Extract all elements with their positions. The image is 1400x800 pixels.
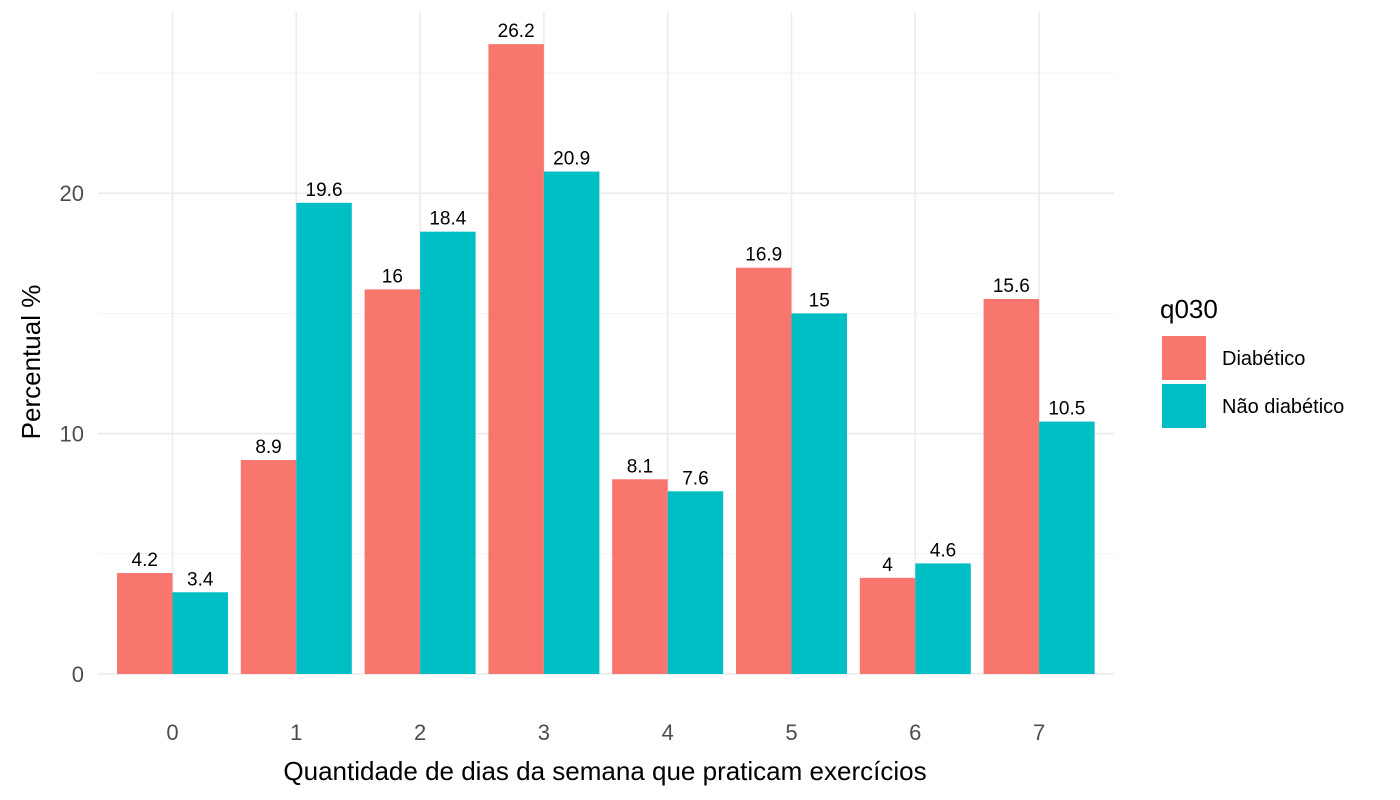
y-tick-label: 0 [72, 662, 84, 687]
bar-nao-diabetico-5 [791, 313, 847, 674]
bar-diabetico-5 [736, 267, 792, 674]
bar-nao-diabetico-3 [543, 171, 600, 674]
bar-nao-diabetico-6 [915, 563, 971, 674]
bar-diabetico-3 [488, 44, 544, 675]
x-tick-label: 0 [166, 720, 178, 745]
y-tick-label: 20 [60, 181, 84, 206]
legend-swatch [1162, 336, 1206, 380]
bar-diabetico-2 [364, 289, 421, 674]
bar-diabetico-1 [240, 460, 297, 674]
data-label: 15 [809, 290, 830, 311]
x-tick-label: 6 [909, 720, 921, 745]
data-label: 19.6 [306, 180, 343, 201]
bar-diabetico-7 [983, 298, 1040, 674]
data-label: 20.9 [553, 149, 590, 170]
bar-diabetico-4 [612, 479, 668, 674]
x-tick-label: 3 [538, 720, 550, 745]
y-axis-ticks: 0 10 20 [60, 181, 84, 687]
bar-nao-diabetico-4 [667, 491, 724, 674]
data-label: 15.6 [993, 276, 1030, 297]
data-label: 3.4 [187, 569, 214, 590]
legend-label: Não diabético [1222, 396, 1344, 418]
x-tick-label: 4 [662, 720, 674, 745]
legend-title: q030 [1160, 294, 1218, 324]
data-labels: 4.2 8.9 16 26.2 8.1 16.9 4 15.6 3.4 19.6 18.4 20.9 7… [132, 21, 1086, 590]
legend-label: Diabético [1222, 348, 1305, 370]
x-axis-ticks: 0 1 2 3 4 5 6 7 [166, 720, 1045, 745]
legend-items: Diabético Não diabético [1162, 336, 1344, 428]
data-label: 16 [382, 266, 403, 287]
x-tick-label: 2 [414, 720, 426, 745]
y-tick-label: 10 [60, 422, 84, 447]
data-label: 10.5 [1048, 399, 1085, 420]
bar-diabetico-0 [117, 573, 173, 674]
bar-nao-diabetico-7 [1039, 421, 1095, 674]
x-tick-label: 7 [1033, 720, 1045, 745]
bars [117, 44, 1095, 675]
data-label: 4 [882, 555, 893, 576]
x-axis-title: Quantidade de dias da semana que pratica… [283, 756, 926, 786]
y-axis-title: Percentual % [16, 285, 46, 440]
x-tick-label: 5 [785, 720, 797, 745]
legend: q030 Diabético Não diabético [1160, 294, 1344, 428]
data-label: 4.6 [930, 540, 956, 561]
bar-diabetico-6 [859, 577, 916, 674]
data-label: 18.4 [429, 209, 466, 230]
legend-swatch [1162, 384, 1206, 428]
data-label: 16.9 [745, 245, 782, 266]
data-label: 4.2 [132, 550, 158, 571]
data-label: 8.1 [627, 456, 653, 477]
bar-nao-diabetico-2 [420, 231, 476, 674]
bar-nao-diabetico-1 [296, 202, 352, 675]
data-label: 7.6 [682, 468, 708, 489]
bar-nao-diabetico-0 [172, 592, 228, 674]
data-label: 8.9 [255, 437, 281, 458]
data-label: 26.2 [498, 21, 535, 42]
x-tick-label: 1 [290, 720, 302, 745]
